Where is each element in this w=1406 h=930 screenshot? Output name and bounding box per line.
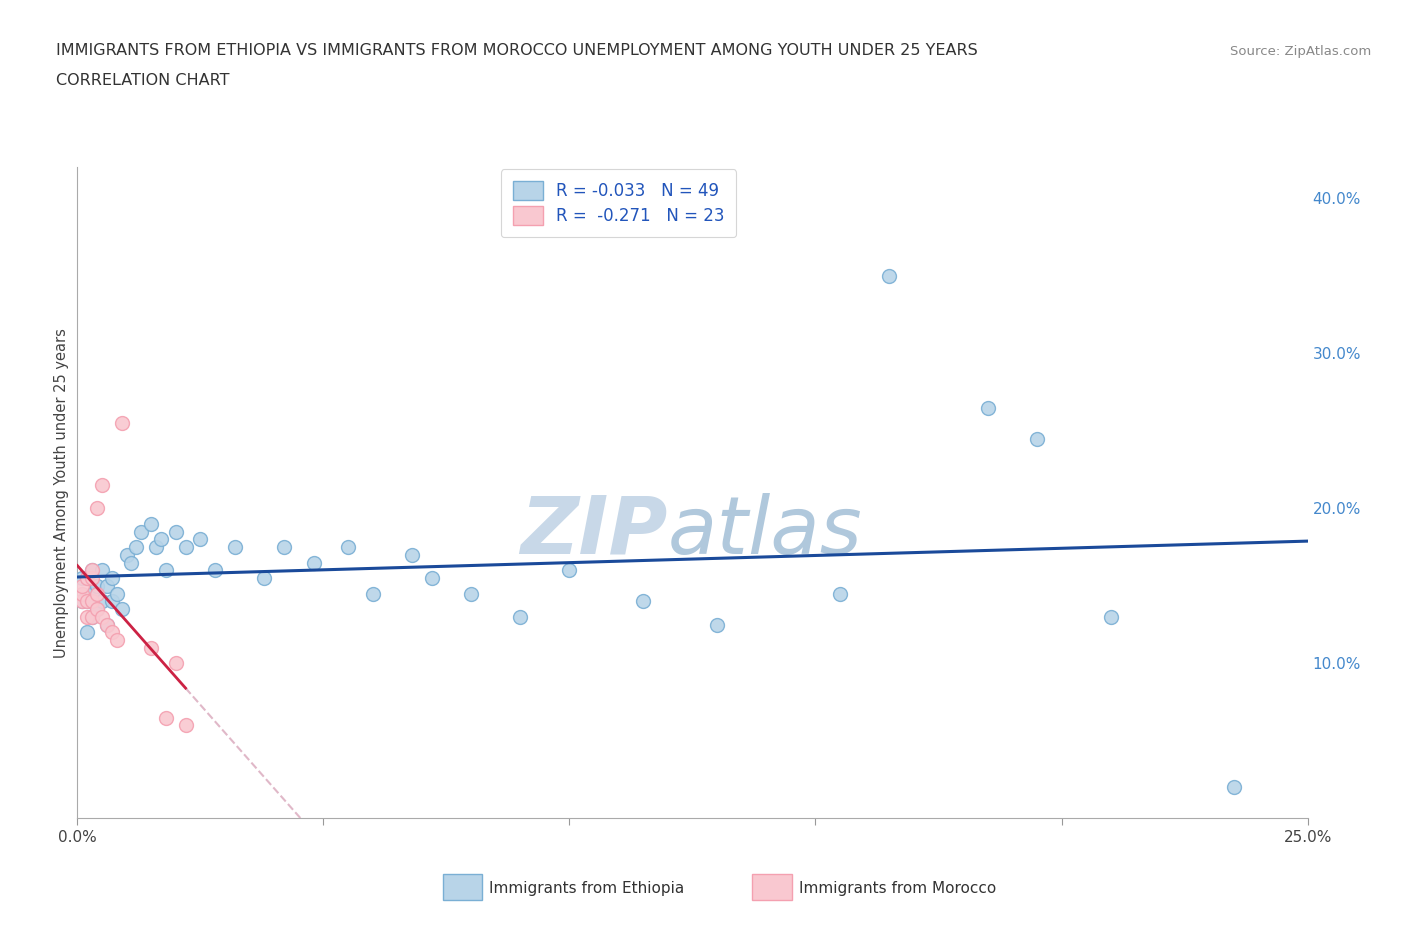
Point xyxy=(131,525,153,539)
Point xyxy=(90,563,114,578)
Point xyxy=(460,586,482,601)
Point xyxy=(977,400,1000,415)
Point xyxy=(76,609,98,624)
Point xyxy=(76,571,98,586)
Point xyxy=(105,586,128,601)
Point xyxy=(101,571,124,586)
Point xyxy=(155,711,177,725)
Point xyxy=(76,625,98,640)
Point xyxy=(1099,609,1122,624)
Point xyxy=(86,501,108,516)
Point xyxy=(86,602,108,617)
Text: CORRELATION CHART: CORRELATION CHART xyxy=(56,73,229,88)
Text: Immigrants from Ethiopia: Immigrants from Ethiopia xyxy=(489,881,685,896)
Point xyxy=(70,594,93,609)
Point xyxy=(558,563,581,578)
Point xyxy=(101,625,124,640)
Point xyxy=(82,571,104,586)
Point xyxy=(253,571,276,586)
Point xyxy=(174,718,197,733)
Point xyxy=(830,586,852,601)
Point xyxy=(121,555,143,570)
Point xyxy=(879,269,901,284)
Point xyxy=(190,532,212,547)
Point xyxy=(105,632,128,647)
Point xyxy=(337,539,360,554)
Point xyxy=(224,539,246,554)
Point xyxy=(96,618,118,632)
Point xyxy=(165,525,187,539)
Point xyxy=(82,563,104,578)
Point xyxy=(204,563,226,578)
Point xyxy=(70,571,93,586)
Point xyxy=(96,578,118,593)
Point xyxy=(401,548,423,563)
Text: ZIP: ZIP xyxy=(520,493,668,571)
Point xyxy=(82,609,104,624)
Point xyxy=(82,563,104,578)
Point xyxy=(150,532,173,547)
Point xyxy=(273,539,295,554)
Point xyxy=(165,656,187,671)
Point xyxy=(174,539,197,554)
Point xyxy=(361,586,384,601)
Y-axis label: Unemployment Among Youth under 25 years: Unemployment Among Youth under 25 years xyxy=(53,328,69,658)
Point xyxy=(1223,780,1246,795)
Point xyxy=(141,641,163,656)
Point xyxy=(706,618,728,632)
Text: Source: ZipAtlas.com: Source: ZipAtlas.com xyxy=(1230,45,1371,58)
Point xyxy=(125,539,148,554)
Point xyxy=(141,516,163,531)
Point xyxy=(509,609,531,624)
Point xyxy=(115,548,138,563)
Point xyxy=(633,594,655,609)
Point xyxy=(111,416,132,431)
Point xyxy=(86,578,108,593)
Point xyxy=(70,594,93,609)
Point xyxy=(70,578,93,593)
Point xyxy=(70,586,93,601)
Point xyxy=(90,594,114,609)
Point xyxy=(82,609,104,624)
Point xyxy=(76,571,98,586)
Point xyxy=(302,555,325,570)
Point xyxy=(90,478,114,493)
Point xyxy=(82,594,104,609)
Point xyxy=(1026,432,1049,446)
Point xyxy=(76,594,98,609)
Point xyxy=(145,539,167,554)
Point xyxy=(420,571,443,586)
Point xyxy=(101,594,124,609)
Point xyxy=(86,602,108,617)
Legend: R = -0.033   N = 49, R =  -0.271   N = 23: R = -0.033 N = 49, R = -0.271 N = 23 xyxy=(501,169,737,237)
Text: IMMIGRANTS FROM ETHIOPIA VS IMMIGRANTS FROM MOROCCO UNEMPLOYMENT AMONG YOUTH UND: IMMIGRANTS FROM ETHIOPIA VS IMMIGRANTS F… xyxy=(56,43,979,58)
Text: atlas: atlas xyxy=(668,493,863,571)
Text: Immigrants from Morocco: Immigrants from Morocco xyxy=(799,881,995,896)
Point xyxy=(76,594,98,609)
Point xyxy=(96,618,118,632)
Point xyxy=(90,609,114,624)
Point xyxy=(86,586,108,601)
Point xyxy=(82,586,104,601)
Point xyxy=(111,602,132,617)
Point xyxy=(155,563,177,578)
